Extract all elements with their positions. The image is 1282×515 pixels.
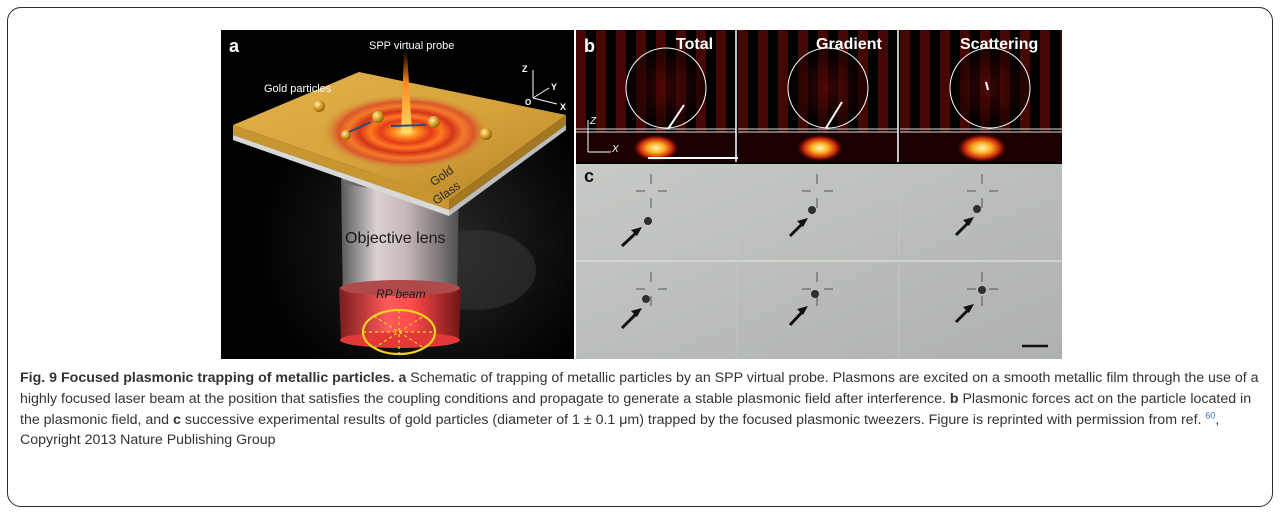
gradient-map [738,30,898,162]
axis-y-label: Y [551,82,558,92]
panel-a-schematic: a SPP virtual probe Gold particles Z Y O… [221,30,574,359]
panel-c-letter: c [584,166,595,186]
figure-caption: Fig. 9 Focused plasmonic trapping of met… [20,368,1265,451]
panel-b-letter: b [584,36,595,56]
trap-schematic-illustration [221,30,574,359]
probe-label: SPP virtual probe [369,40,455,52]
caption-a-text: Schematic of trapping of metallic partic… [20,370,1259,407]
panel-b-force-maps: b Total Gradient Scattering Z X [576,30,1062,163]
rp-beam-label: RP beam [376,287,426,301]
caption-b-letter: b [949,390,959,407]
col-scattering-label: Scattering [960,36,1039,53]
caption-title: Fig. 9 Focused plasmonic trapping of met… [20,370,395,386]
caption-c-text: successive experimental results of gold … [180,411,1206,428]
panel-separator [574,30,576,359]
axis-x-label: X [560,102,567,112]
reference-link[interactable]: 60 [1205,409,1216,420]
caption-b-text: Plasmonic forces act on the particle loc… [20,390,1252,428]
caption-tail: , Copyright 2013 Nature Publishing Group [20,411,1220,449]
scattering-map [900,30,1062,163]
particles-label: Gold particles [264,83,332,95]
figure-image: a SPP virtual probe Gold particles Z Y O… [221,30,1062,359]
col-total-label: Total [676,36,714,53]
experiment-frames [576,164,1062,359]
panel-c-experiment-frames: c [576,164,1062,359]
col-gradient-label: Gradient [816,36,882,53]
objective-lens-label: Objective lens [345,230,446,247]
b-axis-z-label: Z [590,116,597,127]
caption-a-letter: a [398,370,407,386]
axis-z-label: Z [522,64,528,74]
total-map [576,30,738,162]
b-axis-x-label: X [612,144,619,155]
caption-c-letter: c [173,411,181,428]
panel-a-letter: a [229,36,240,56]
axis-o-label: O [525,98,532,107]
force-field-maps [576,30,1062,163]
